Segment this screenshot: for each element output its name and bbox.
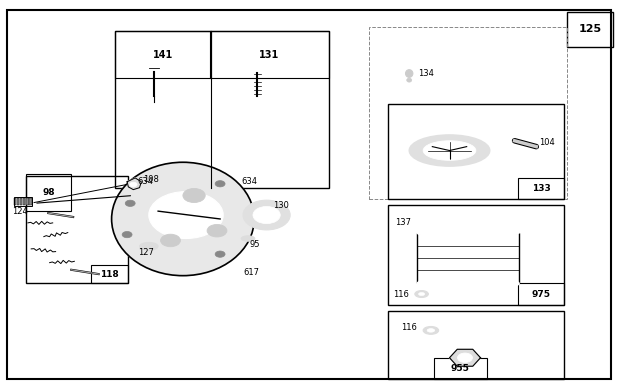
Circle shape xyxy=(122,231,132,238)
Text: 634: 634 xyxy=(242,176,258,186)
Ellipse shape xyxy=(423,326,439,334)
Text: 124: 124 xyxy=(12,206,28,216)
Bar xyxy=(388,104,564,199)
Ellipse shape xyxy=(418,292,425,296)
Bar xyxy=(17,198,19,205)
Ellipse shape xyxy=(112,162,254,276)
Circle shape xyxy=(161,234,180,247)
Text: 955: 955 xyxy=(451,364,470,373)
Bar xyxy=(91,265,128,283)
Circle shape xyxy=(253,206,280,224)
Bar xyxy=(14,198,16,205)
Bar xyxy=(388,311,564,379)
Text: 127: 127 xyxy=(138,248,154,257)
Polygon shape xyxy=(450,349,480,366)
Text: 617: 617 xyxy=(244,267,260,277)
Text: 130: 130 xyxy=(273,201,289,210)
Bar xyxy=(518,283,564,305)
Ellipse shape xyxy=(405,70,413,77)
Bar xyxy=(14,197,32,206)
Text: 116: 116 xyxy=(401,323,417,332)
Ellipse shape xyxy=(140,242,158,250)
Polygon shape xyxy=(127,178,141,190)
Text: 104: 104 xyxy=(539,138,555,147)
Bar xyxy=(23,198,25,205)
Ellipse shape xyxy=(423,141,476,160)
Circle shape xyxy=(207,224,227,237)
Bar xyxy=(567,12,613,47)
Circle shape xyxy=(183,188,205,203)
Ellipse shape xyxy=(409,135,490,166)
Ellipse shape xyxy=(241,236,255,241)
Bar xyxy=(20,198,22,205)
Text: 95: 95 xyxy=(249,240,260,249)
Circle shape xyxy=(149,192,223,239)
Text: 108: 108 xyxy=(143,174,159,184)
Text: 137: 137 xyxy=(396,218,412,228)
Bar xyxy=(417,233,520,283)
Text: 134: 134 xyxy=(418,69,435,78)
Text: 125: 125 xyxy=(578,24,601,34)
Text: 116: 116 xyxy=(393,289,409,299)
Bar xyxy=(518,178,564,199)
Text: 141: 141 xyxy=(153,50,173,60)
Ellipse shape xyxy=(427,328,435,332)
Circle shape xyxy=(125,200,135,206)
Ellipse shape xyxy=(417,226,520,239)
Bar xyxy=(26,176,128,283)
Ellipse shape xyxy=(417,277,520,290)
Circle shape xyxy=(243,200,290,230)
Text: 634: 634 xyxy=(138,176,154,186)
Circle shape xyxy=(130,182,137,187)
Text: 975: 975 xyxy=(531,290,551,299)
Ellipse shape xyxy=(415,291,428,298)
Circle shape xyxy=(458,353,472,362)
Bar xyxy=(115,31,329,188)
Bar xyxy=(26,198,29,205)
Bar xyxy=(388,205,564,305)
Bar xyxy=(369,27,567,199)
Text: 118: 118 xyxy=(100,269,119,279)
Text: 131: 131 xyxy=(259,50,279,60)
Bar xyxy=(210,31,329,78)
Text: 98: 98 xyxy=(42,188,55,197)
Bar xyxy=(26,174,71,211)
Bar xyxy=(115,31,211,78)
Circle shape xyxy=(215,251,225,257)
Ellipse shape xyxy=(407,78,412,82)
Bar xyxy=(434,358,487,379)
Circle shape xyxy=(215,181,225,187)
Bar xyxy=(29,198,32,205)
Text: 133: 133 xyxy=(531,184,551,193)
